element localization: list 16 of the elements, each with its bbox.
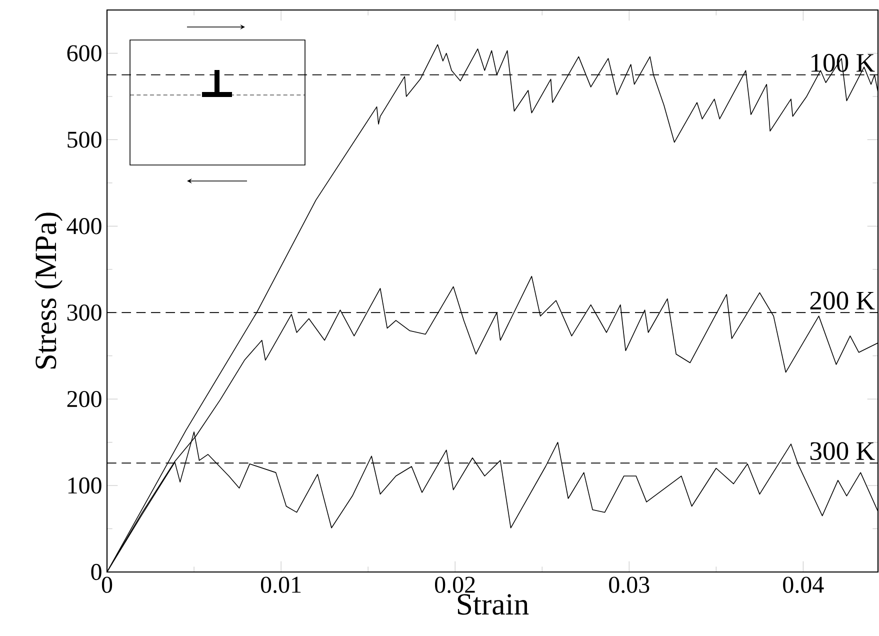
y-tick-label: 500 [68,132,102,148]
y-tick-label: 400 [66,218,102,234]
x-tick-label: 0.01 [260,576,301,593]
y-tick-label: 200 [67,390,102,408]
x-tick-label: 0 [102,576,112,593]
y-tick-label: 0 [91,564,102,580]
y-axis-title: Stress (MPa) [34,212,62,369]
x-tick-label: 0.02 [435,576,475,593]
x-axis-title: Strain [458,594,529,615]
y-tick-label: 100 [68,477,102,494]
x-tick-label: 0.03 [609,576,650,593]
x-tick-label: 0.04 [783,576,824,593]
ref-line-label: 300 K [810,442,875,460]
y-tick-label: 300 [67,304,102,321]
ref-line-label: 200 K [810,292,875,310]
y-tick-label: 600 [67,45,102,62]
